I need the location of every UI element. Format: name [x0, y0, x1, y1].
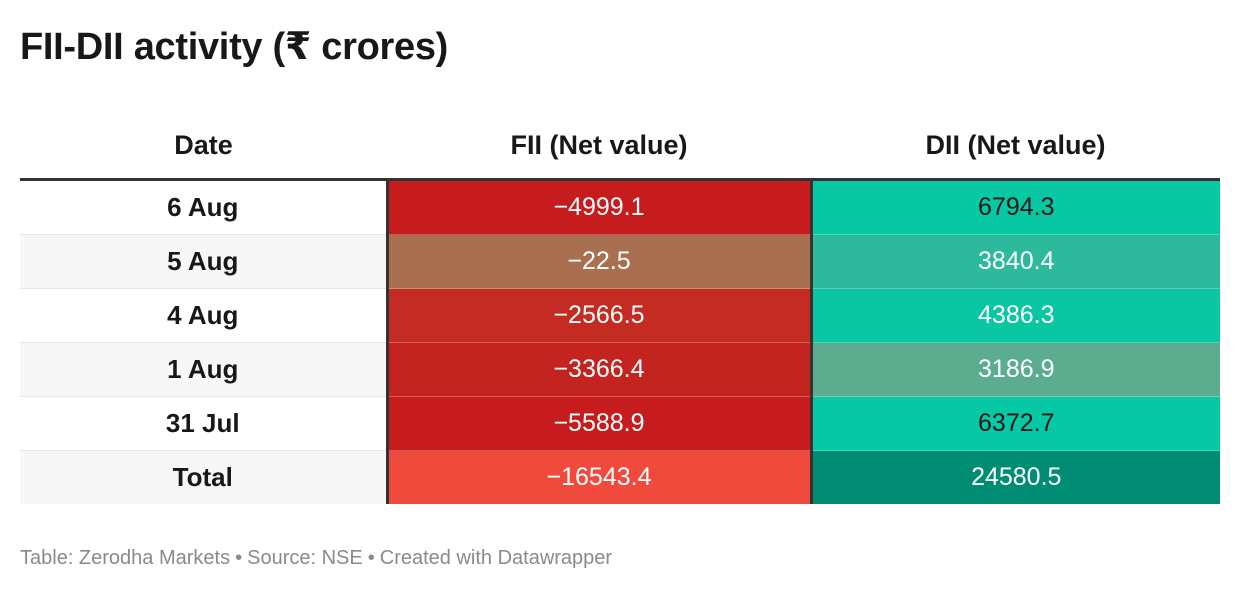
table-header-row: Date FII (Net value) DII (Net value)	[20, 112, 1220, 181]
date-cell: 4 Aug	[20, 288, 389, 343]
fii-value-cell: −4999.1	[387, 179, 813, 235]
footer-separator: •	[367, 547, 375, 569]
column-header-dii[interactable]: DII (Net value)	[811, 112, 1220, 181]
table-credit: Table: Zerodha Markets	[20, 547, 231, 569]
fii-value-cell: −16543.4	[387, 450, 813, 504]
column-header-date[interactable]: Date	[20, 112, 387, 181]
fii-dii-table: Date FII (Net value) DII (Net value) 6 A…	[20, 112, 1220, 504]
date-cell: 1 Aug	[20, 342, 389, 397]
table-body: 6 Aug −4999.1 6794.3 5 Aug −22.5 3840.4 4 Aug −…	[20, 179, 1220, 504]
dii-value-cell: 6794.3	[811, 179, 1220, 235]
dii-value-cell: 3840.4	[811, 234, 1220, 289]
fii-value-cell: −3366.4	[387, 342, 813, 397]
fii-value-cell: −22.5	[387, 234, 813, 289]
source-credit: Source: NSE	[247, 547, 363, 569]
footer-credits: Table: Zerodha Markets • Source: NSE • Creat…	[20, 544, 612, 572]
table-row: 4 Aug −2566.5 4386.3	[20, 288, 1220, 343]
dii-value-cell: 24580.5	[811, 450, 1220, 504]
dii-value-cell: 6372.7	[811, 396, 1220, 451]
table-row: 1 Aug −3366.4 3186.9	[20, 342, 1220, 397]
column-header-fii[interactable]: FII (Net value)	[387, 112, 811, 181]
fii-value-cell: −5588.9	[387, 396, 813, 451]
date-cell: 31 Jul	[20, 396, 389, 451]
datawrapper-credit[interactable]: Created with Datawrapper	[379, 547, 613, 569]
table-row: 6 Aug −4999.1 6794.3	[20, 179, 1220, 235]
date-cell: 6 Aug	[20, 179, 389, 235]
total-row: Total −16543.4 24580.5	[20, 450, 1220, 504]
fii-value-cell: −2566.5	[387, 288, 813, 343]
data-table-container: Date FII (Net value) DII (Net value) 6 A…	[20, 112, 1220, 504]
chart-title: FII-DII activity (₹ crores)	[20, 26, 449, 68]
dii-value-cell: 3186.9	[811, 342, 1220, 397]
table-row: 5 Aug −22.5 3840.4	[20, 234, 1220, 289]
date-cell: Total	[20, 450, 389, 504]
dii-value-cell: 4386.3	[811, 288, 1220, 343]
table-row: 31 Jul −5588.9 6372.7	[20, 396, 1220, 451]
date-cell: 5 Aug	[20, 234, 389, 289]
footer-separator: •	[235, 547, 243, 569]
